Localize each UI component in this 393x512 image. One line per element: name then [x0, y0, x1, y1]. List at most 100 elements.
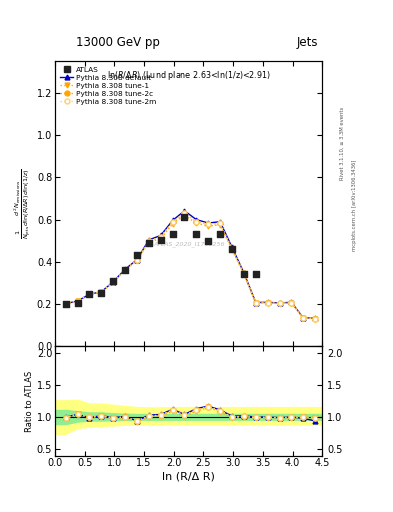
Pythia 8.308 tune-2c [313, 315, 318, 322]
Pythia 8.308 tune-1 [253, 300, 258, 306]
Pythia 8.308 default [147, 237, 151, 243]
Pythia 8.308 tune-2c [75, 298, 80, 304]
ATLAS [181, 212, 187, 221]
Pythia 8.308 default [158, 232, 163, 239]
Pythia 8.308 tune-2c [111, 279, 116, 285]
ATLAS [122, 266, 128, 274]
Pythia 8.308 tune-2m [301, 315, 306, 321]
Pythia 8.308 default [75, 298, 80, 304]
Pythia 8.308 tune-2c [230, 245, 234, 251]
Pythia 8.308 default [277, 300, 282, 306]
ATLAS [193, 230, 200, 238]
Pythia 8.308 tune-2c [147, 238, 151, 244]
ATLAS [110, 277, 116, 285]
Pythia 8.308 default [313, 315, 318, 322]
ATLAS [205, 237, 211, 245]
Pythia 8.308 tune-1 [218, 222, 222, 228]
Pythia 8.308 default [182, 208, 187, 214]
Pythia 8.308 tune-2m [313, 315, 318, 322]
Pythia 8.308 tune-2m [158, 234, 163, 240]
Pythia 8.308 tune-2c [242, 270, 246, 276]
ATLAS [158, 236, 164, 244]
Pythia 8.308 tune-1 [277, 301, 282, 307]
Pythia 8.308 default [170, 218, 175, 224]
Pythia 8.308 tune-2m [194, 219, 199, 225]
Pythia 8.308 tune-2c [206, 221, 211, 227]
Pythia 8.308 default [111, 279, 116, 285]
Pythia 8.308 tune-2m [63, 301, 68, 307]
Pythia 8.308 tune-1 [111, 280, 116, 286]
Pythia 8.308 default [289, 299, 294, 305]
Pythia 8.308 tune-2c [99, 289, 104, 295]
Pythia 8.308 tune-1 [194, 220, 199, 226]
Text: Rivet 3.1.10, ≥ 3.3M events: Rivet 3.1.10, ≥ 3.3M events [340, 106, 345, 180]
Pythia 8.308 default [253, 300, 258, 306]
ATLAS [146, 239, 152, 247]
Pythia 8.308 tune-2c [218, 220, 222, 226]
Pythia 8.308 default [242, 270, 246, 276]
Pythia 8.308 tune-1 [301, 315, 306, 321]
Text: mcplots.cern.ch [arXiv:1306.3436]: mcplots.cern.ch [arXiv:1306.3436] [352, 159, 357, 250]
Pythia 8.308 tune-2m [265, 300, 270, 306]
Line: Pythia 8.308 tune-1: Pythia 8.308 tune-1 [63, 212, 318, 321]
Text: $\ln(R/\Delta R)$ (Lund plane 2.63<ln(1/z)<2.91): $\ln(R/\Delta R)$ (Lund plane 2.63<ln(1/… [107, 69, 271, 81]
Pythia 8.308 tune-2m [253, 300, 258, 306]
Pythia 8.308 tune-2c [87, 291, 92, 297]
Pythia 8.308 default [218, 219, 222, 225]
Pythia 8.308 tune-1 [63, 302, 68, 308]
Pythia 8.308 tune-2m [277, 300, 282, 306]
Pythia 8.308 tune-1 [170, 221, 175, 227]
Pythia 8.308 tune-1 [265, 300, 270, 306]
Y-axis label: Ratio to ATLAS: Ratio to ATLAS [25, 370, 34, 432]
Pythia 8.308 default [194, 217, 199, 223]
ATLAS [98, 289, 105, 297]
Text: 13000 GeV pp: 13000 GeV pp [76, 36, 160, 49]
ATLAS [134, 250, 140, 259]
Pythia 8.308 tune-2m [135, 257, 140, 263]
Pythia 8.308 tune-2m [289, 300, 294, 306]
Pythia 8.308 tune-1 [99, 289, 104, 295]
Pythia 8.308 tune-2m [230, 245, 234, 251]
Text: Jets: Jets [297, 36, 318, 49]
Pythia 8.308 tune-2c [194, 219, 199, 225]
Pythia 8.308 tune-1 [158, 236, 163, 242]
Pythia 8.308 tune-2c [265, 300, 270, 306]
Text: ATLAS_2020_I1790256: ATLAS_2020_I1790256 [153, 241, 224, 246]
Pythia 8.308 tune-1 [123, 267, 127, 273]
Pythia 8.308 tune-1 [313, 316, 318, 322]
Pythia 8.308 tune-1 [206, 223, 211, 229]
Pythia 8.308 tune-2m [111, 279, 116, 285]
Pythia 8.308 tune-2m [206, 221, 211, 227]
Pythia 8.308 tune-2m [170, 219, 175, 225]
X-axis label: ln (R/Δ R): ln (R/Δ R) [162, 471, 215, 481]
Pythia 8.308 tune-2m [218, 220, 222, 226]
ATLAS [86, 290, 93, 298]
Pythia 8.308 tune-2c [253, 300, 258, 306]
Pythia 8.308 default [230, 244, 234, 250]
Pythia 8.308 default [265, 299, 270, 305]
Pythia 8.308 default [206, 220, 211, 226]
Legend: ATLAS, Pythia 8.308 default, Pythia 8.308 tune-1, Pythia 8.308 tune-2c, Pythia 8: ATLAS, Pythia 8.308 default, Pythia 8.30… [59, 65, 158, 106]
Y-axis label: $\frac{1}{N_\mathrm{jets}}\frac{d^2 N_\mathrm{emissions}}{d\ln(R/\Delta R)\,d\ln: $\frac{1}{N_\mathrm{jets}}\frac{d^2 N_\m… [12, 168, 33, 239]
Pythia 8.308 tune-2m [123, 267, 127, 273]
Pythia 8.308 tune-1 [147, 239, 151, 245]
Pythia 8.308 tune-2c [135, 257, 140, 263]
Pythia 8.308 tune-2c [289, 300, 294, 306]
Pythia 8.308 tune-2c [301, 315, 306, 321]
Pythia 8.308 tune-2m [87, 291, 92, 297]
Pythia 8.308 tune-1 [135, 258, 140, 264]
Pythia 8.308 tune-1 [289, 300, 294, 306]
ATLAS [253, 270, 259, 278]
Line: Pythia 8.308 default: Pythia 8.308 default [63, 208, 318, 321]
ATLAS [229, 245, 235, 253]
Pythia 8.308 tune-2c [63, 301, 68, 307]
Pythia 8.308 tune-2m [242, 270, 246, 276]
Pythia 8.308 default [99, 289, 104, 295]
Pythia 8.308 default [301, 314, 306, 321]
Pythia 8.308 default [123, 266, 127, 272]
ATLAS [62, 300, 69, 308]
Pythia 8.308 tune-2c [158, 234, 163, 240]
Line: Pythia 8.308 tune-2m: Pythia 8.308 tune-2m [63, 210, 318, 321]
ATLAS [217, 230, 223, 239]
ATLAS [74, 299, 81, 307]
